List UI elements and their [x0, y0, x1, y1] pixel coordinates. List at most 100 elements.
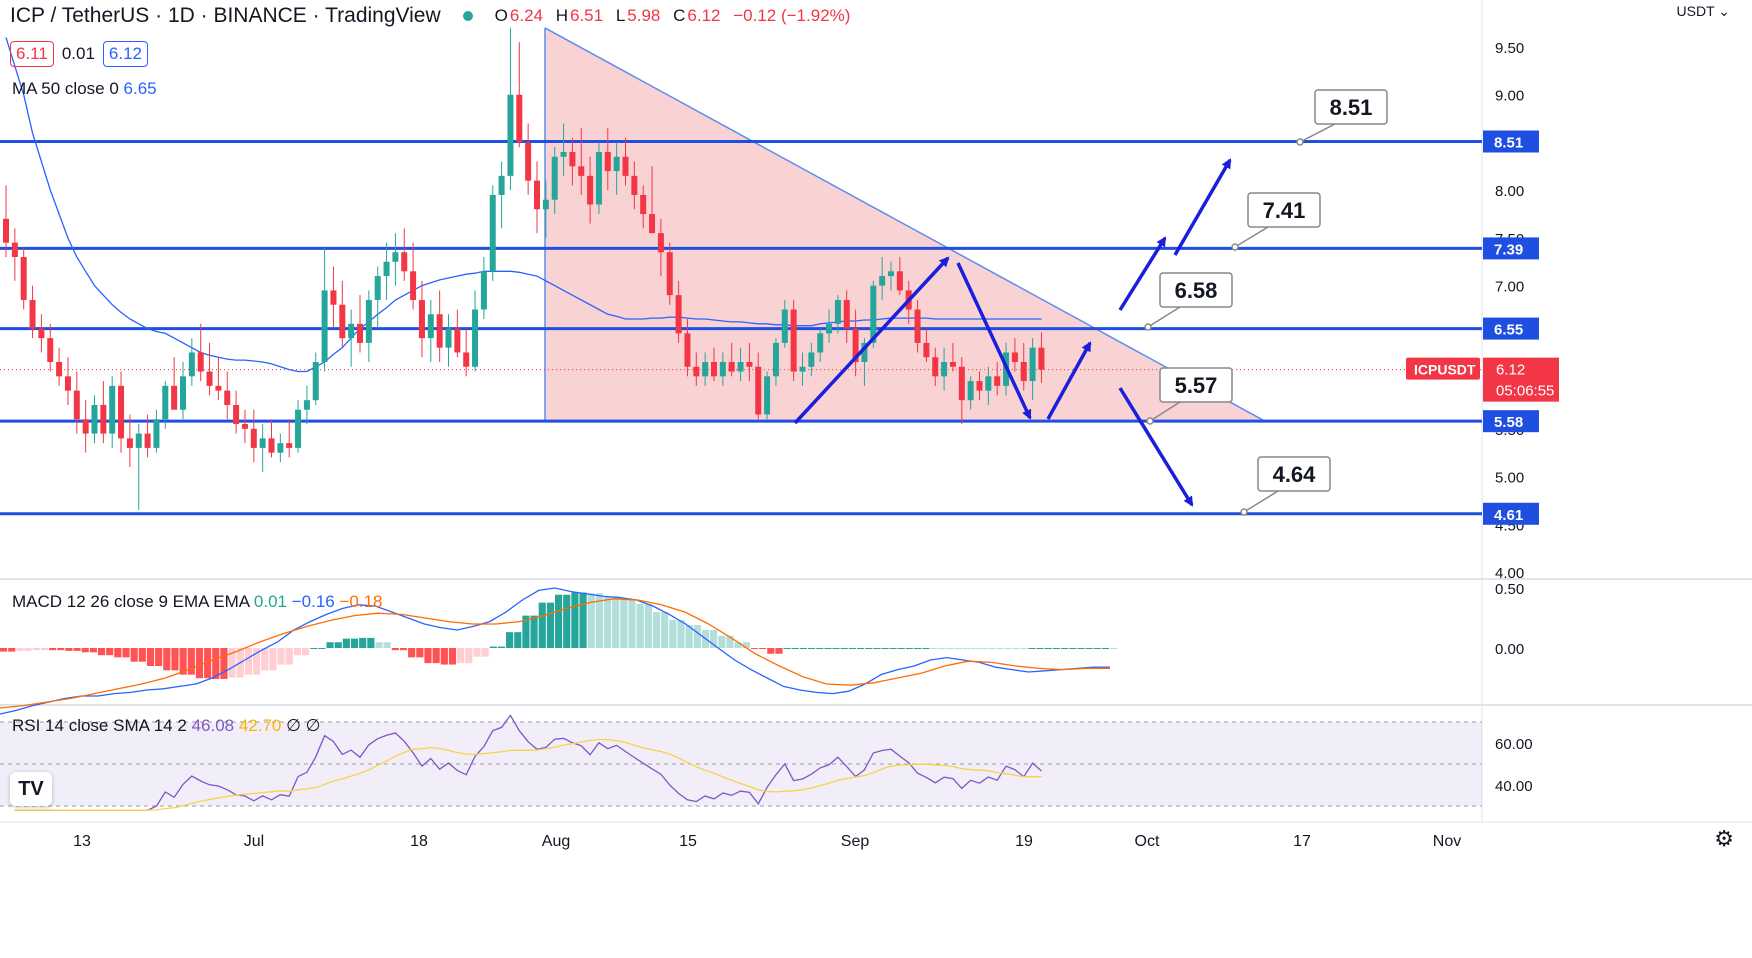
rsi-legend[interactable]: RSI 14 close SMA 14 2 46.08 42.70 ∅ ∅: [12, 716, 320, 736]
macd-histogram-bar: [840, 648, 848, 649]
time-tick-label: 13: [73, 833, 91, 850]
buy-button[interactable]: 6.12: [102, 41, 149, 67]
macd-histogram-bar: [1012, 648, 1020, 649]
callout-pointer: [1243, 490, 1279, 513]
candle-body: [188, 352, 195, 377]
ma-legend[interactable]: MA 50 close 0 6.65: [12, 79, 157, 99]
macd-histogram-bar: [636, 604, 644, 648]
macd-histogram-bar: [261, 648, 269, 671]
candle-body: [11, 242, 18, 257]
candle-body: [445, 328, 452, 348]
macd-histogram-bar: [138, 648, 146, 662]
callout-text: 5.57: [1175, 373, 1218, 398]
macd-histogram-bar: [652, 612, 661, 648]
level-callout[interactable]: 5.57: [1146, 367, 1233, 425]
candle-body: [702, 362, 709, 377]
candle-body: [20, 257, 27, 300]
macd-histogram-bar: [971, 648, 979, 649]
macd-histogram-bar: [212, 648, 220, 679]
trend-arrow[interactable]: [1046, 341, 1092, 420]
rsi-tick-label: 40.00: [1495, 778, 1533, 795]
macd-histogram-bar: [661, 612, 669, 648]
axis-level-text: 8.51: [1494, 135, 1523, 152]
candle-body: [56, 362, 63, 377]
ma-legend-label: MA 50 close 0: [12, 79, 119, 98]
trend-arrow[interactable]: [1118, 236, 1167, 311]
macd-hist-value: 0.01: [253, 592, 287, 611]
candle-body: [781, 309, 788, 343]
level-callout[interactable]: 6.58: [1144, 272, 1233, 331]
logo-text: TV: [18, 777, 44, 800]
axis-level-text: 6.55: [1494, 322, 1523, 339]
rsi-extra-value: ∅ ∅: [286, 716, 321, 735]
macd-histogram-bar: [359, 637, 367, 648]
candle-body: [1029, 347, 1036, 382]
candle-body: [153, 419, 160, 448]
trend-arrow[interactable]: [1173, 158, 1232, 256]
trend-arrow[interactable]: [1118, 387, 1194, 507]
macd-histogram-bar: [685, 624, 693, 648]
level-callout[interactable]: 4.64: [1240, 456, 1331, 516]
macd-histogram-bar: [489, 646, 497, 648]
candle-body: [640, 194, 647, 215]
macd-histogram-bar: [963, 648, 971, 649]
macd-histogram-bar: [555, 594, 563, 648]
candle-body: [507, 94, 514, 176]
trend-arrow[interactable]: [956, 262, 1032, 420]
macd-histogram-bar: [0, 648, 8, 652]
trend-arrow[interactable]: [793, 256, 950, 425]
price-tick-label: 9.50: [1495, 40, 1524, 57]
callout-box: [1314, 89, 1388, 125]
candle-body: [728, 362, 735, 372]
macd-histogram-bar: [750, 648, 759, 649]
macd-tick-label: 0.50: [1495, 581, 1524, 598]
symbol-title[interactable]: ICP / TetherUS · 1D · BINANCE · TradingV…: [10, 4, 441, 27]
macd-histogram-bar: [506, 632, 514, 648]
macd-histogram-bar: [285, 648, 293, 665]
macd-histogram-bar: [277, 648, 285, 665]
macd-histogram-bar: [571, 592, 579, 648]
macd-histogram-bar: [930, 648, 938, 649]
macd-histogram-bar: [171, 648, 179, 671]
candle-body: [657, 233, 664, 253]
macd-histogram-bar: [1036, 648, 1044, 649]
macd-histogram-bar: [65, 648, 73, 651]
time-tick-label: Aug: [542, 833, 570, 850]
candle-body: [675, 295, 682, 334]
currency-selector[interactable]: USDT ⌄: [1676, 3, 1730, 19]
macd-histogram-bar: [48, 648, 57, 651]
sell-button[interactable]: 6.11: [10, 41, 54, 67]
callout-anchor: [1231, 243, 1239, 251]
tradingview-logo-icon[interactable]: TV: [10, 772, 52, 806]
callout-box: [1257, 456, 1331, 492]
callout-pointer: [1299, 123, 1336, 143]
candle-body: [357, 323, 363, 343]
ohlc-low-label: L: [615, 6, 626, 25]
settings-gear-icon[interactable]: ⚙: [1714, 826, 1734, 851]
price-tick-label: 9.00: [1495, 88, 1524, 105]
level-callout[interactable]: 8.51: [1296, 89, 1388, 146]
macd-histogram-bar: [1085, 648, 1093, 649]
macd-histogram-bar: [220, 648, 228, 679]
macd-histogram-bar: [726, 635, 734, 648]
macd-histogram-bar: [432, 648, 440, 664]
candle-body: [790, 309, 797, 372]
candle-body: [330, 290, 337, 305]
candle-body: [348, 323, 355, 339]
candle-body: [932, 357, 939, 377]
candle-body: [383, 261, 390, 277]
ohlc-open-label: O: [494, 6, 508, 25]
triangle-resistance-line: [544, 27, 1266, 422]
macd-histogram-bar: [1093, 648, 1101, 649]
macd-histogram-bar: [799, 648, 808, 649]
candle-body: [622, 156, 629, 176]
macd-histogram-bar: [253, 648, 261, 675]
macd-histogram-bar: [889, 648, 897, 649]
level-callout[interactable]: 7.41: [1231, 192, 1321, 251]
candle-body: [808, 352, 815, 367]
macd-histogram-bar: [514, 632, 522, 648]
candle-body: [595, 152, 602, 205]
candle-body: [286, 443, 293, 448]
macd-legend[interactable]: MACD 12 26 close 9 EMA EMA 0.01 −0.16 −0…: [12, 592, 382, 612]
